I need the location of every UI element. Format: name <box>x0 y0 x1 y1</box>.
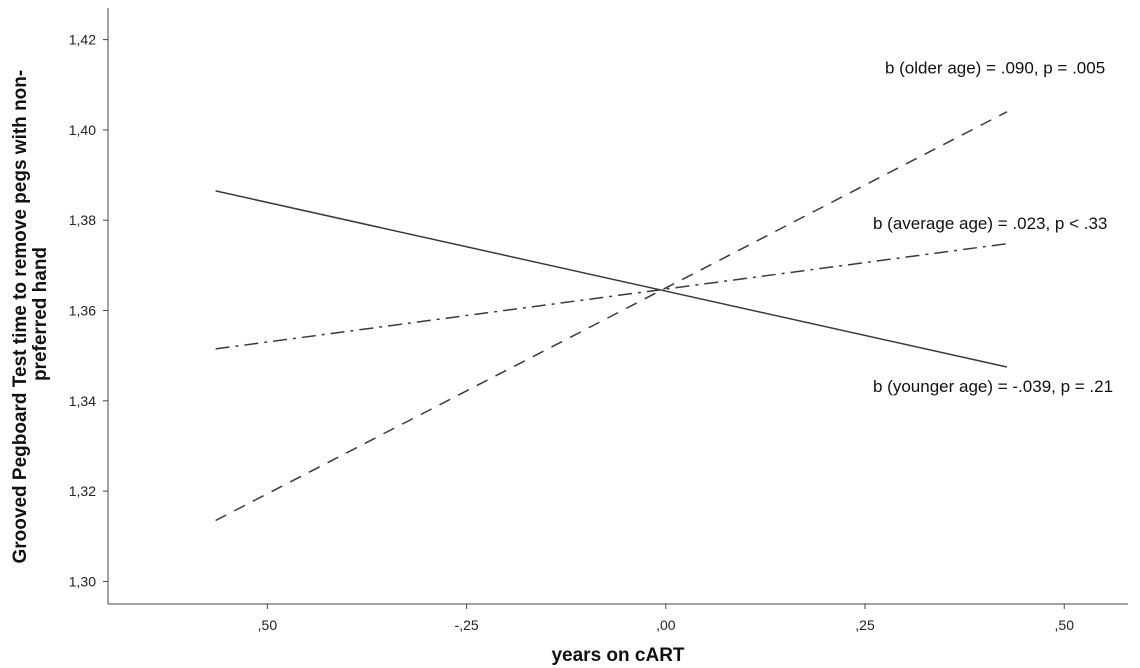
x-tick-label: ,50 <box>258 617 278 633</box>
y-tick-label: 1,34 <box>69 393 96 409</box>
annotations: b (older age) = .090, p = .005 b (average… <box>873 58 1113 395</box>
y-tick-label: 1,40 <box>69 122 96 138</box>
x-tick-label: ,00 <box>656 617 676 633</box>
series-group <box>215 111 1008 522</box>
annotation: b (average age) = .023, p < .33 <box>873 214 1107 233</box>
y-tick-label: 1,32 <box>69 483 96 499</box>
series-line-dashed <box>215 111 1008 522</box>
x-tick-label: ,50 <box>1055 617 1075 633</box>
x-tick-label: -,25 <box>455 617 479 633</box>
y-axis-label-line-2: preferred hand <box>30 247 51 381</box>
svg-text:Grooved Pegboard Test time to: Grooved Pegboard Test time to remove peg… <box>10 65 51 564</box>
y-axis-label-line-1: Grooved Pegboard Test time to remove peg… <box>10 70 31 564</box>
series-line-dashdot <box>215 242 1007 350</box>
y-tick-label: 1,36 <box>69 303 96 319</box>
y-ticks: 1,30 1,32 1,34 1,36 1,38 1,40 1,42 <box>69 32 108 589</box>
annotation: b (older age) = .090, p = .005 <box>885 58 1105 77</box>
x-axis-label: years on cART <box>551 645 684 666</box>
y-axis-label: Grooved Pegboard Test time to remove peg… <box>10 65 51 564</box>
y-tick-label: 1,30 <box>69 573 96 589</box>
annotation: b (younger age) = -.039, p = .21 <box>873 377 1113 396</box>
x-ticks: ,50 -,25 ,00 ,25 ,50 <box>258 604 1075 633</box>
y-tick-label: 1,42 <box>69 32 96 48</box>
x-tick-label: ,25 <box>855 617 875 633</box>
y-tick-label: 1,38 <box>69 212 96 228</box>
axes <box>107 8 1128 605</box>
series-line-solid <box>215 190 1008 368</box>
